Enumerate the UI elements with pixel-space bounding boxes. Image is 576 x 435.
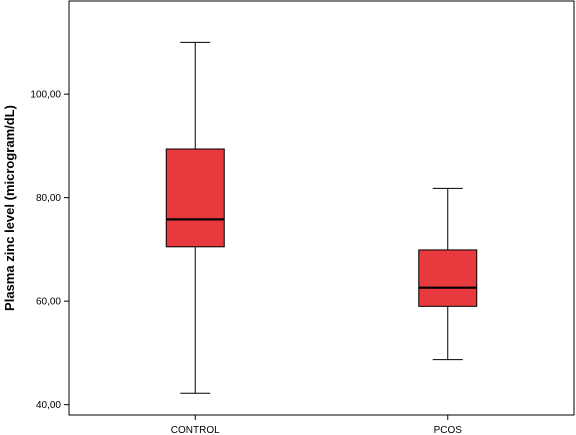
y-tick-label: 100,00 (30, 90, 61, 101)
boxes-group (165, 41, 478, 394)
iqr-box (165, 148, 225, 248)
y-axis: 40,00 60,00 80,00 100,00 (30, 90, 69, 411)
y-tick-label: 40,00 (36, 400, 61, 411)
box-pcos (418, 187, 478, 361)
y-axis-title: Plasma zinc level (microgram/dL) (2, 105, 17, 311)
plot-frame (68, 0, 575, 416)
box-control (165, 41, 225, 394)
y-tick-label: 60,00 (36, 297, 61, 308)
x-tick-label: PCOS (434, 425, 463, 435)
x-axis: CONTROL PCOS (171, 415, 462, 435)
y-tick-label: 80,00 (36, 193, 61, 204)
x-tick-label: CONTROL (171, 425, 220, 435)
iqr-box (418, 249, 478, 307)
